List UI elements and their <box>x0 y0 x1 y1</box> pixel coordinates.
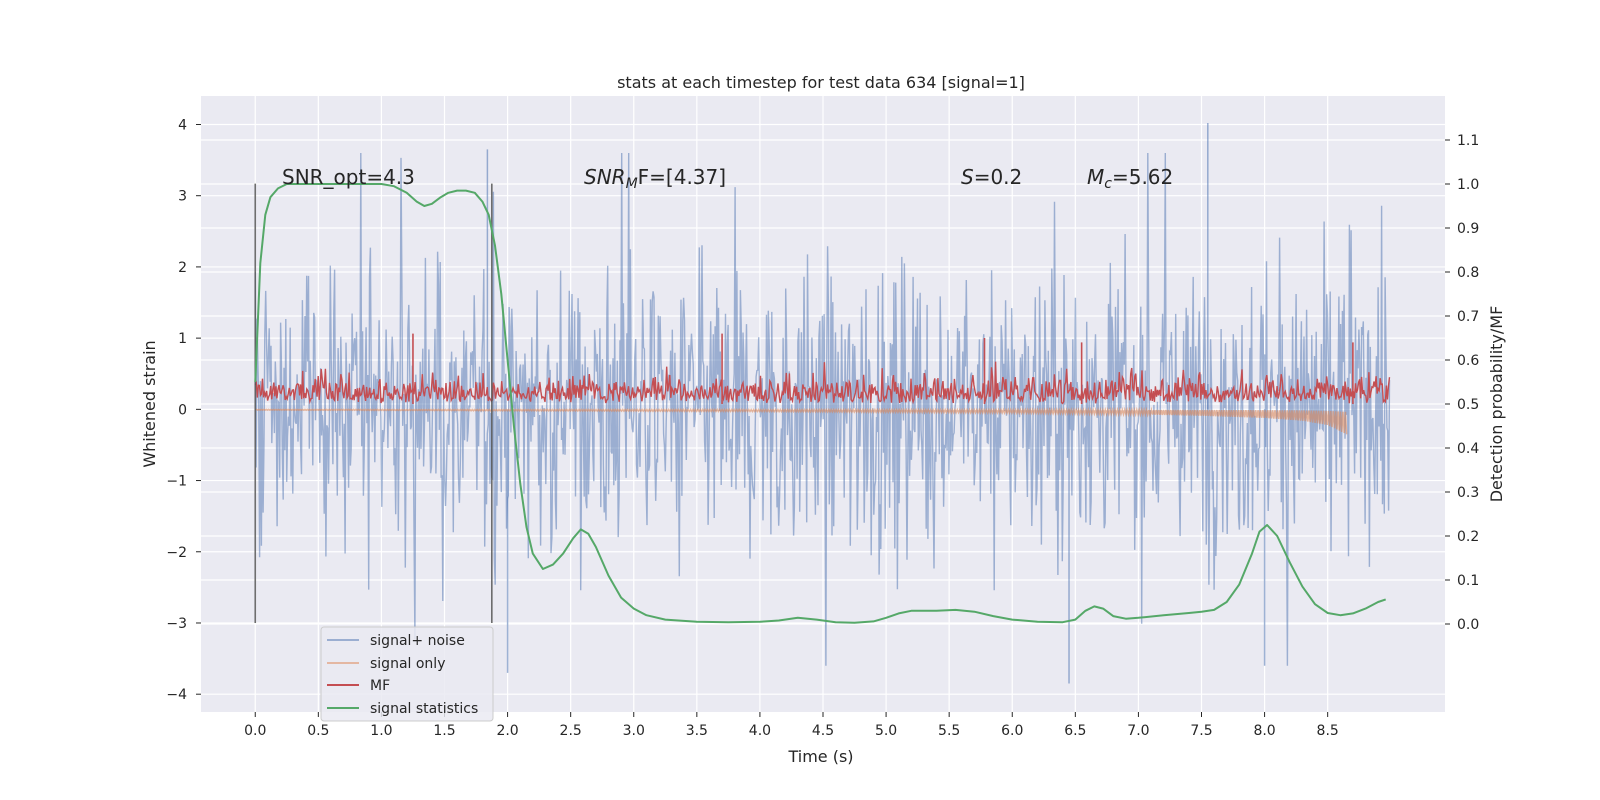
y-tick-label-5: −1 <box>166 474 187 490</box>
legend-label-signal-noise: signal+ noise <box>370 633 465 649</box>
y-right-tick-label-7: 0.4 <box>1457 441 1479 457</box>
y-right-tick-label-9: 0.2 <box>1457 529 1479 545</box>
annotation-s: S=0.2 <box>961 165 1022 189</box>
annotation-snr-mf-subscript: M <box>626 176 638 192</box>
annotation-snr-mf: SNRMF=[4.37] <box>584 165 726 192</box>
y-right-tick-label-5: 0.6 <box>1457 353 1479 369</box>
y-right-tick-label-3: 0.8 <box>1457 265 1479 281</box>
x-tick-label-12: 6.0 <box>1001 723 1023 739</box>
x-tick-label-17: 8.5 <box>1317 723 1339 739</box>
signal-statistics-line <box>254 183 1387 624</box>
x-axis-label: Time (s) <box>787 747 853 766</box>
x-tick-label-3: 1.5 <box>433 723 455 739</box>
annotation-mc-subscript: c <box>1104 176 1112 192</box>
x-tick-label-7: 3.5 <box>686 723 708 739</box>
annotation-snr-mf-value: F=[4.37] <box>638 165 726 189</box>
y-tick-label-3: 1 <box>178 331 187 347</box>
annotation-s-symbol: S <box>961 165 974 189</box>
y-right-tick-label-6: 0.5 <box>1457 397 1479 413</box>
x-tick-label-6: 3.0 <box>623 723 645 739</box>
y-right-tick-label-1: 1.0 <box>1457 177 1479 193</box>
x-ticks: 0.0 0.5 1.0 1.5 2.0 2.5 3.0 3.5 4.0 4.5 5.0 5.5 6.0 6… <box>244 712 1339 739</box>
series-mf <box>254 333 1391 405</box>
annotation-mc-symbol: M <box>1087 165 1104 189</box>
x-tick-label-5: 2.5 <box>560 723 582 739</box>
y-right-tick-label-8: 0.3 <box>1457 485 1479 501</box>
y-tick-label-2: 2 <box>178 260 187 276</box>
y-tick-label-4: 0 <box>178 402 187 418</box>
x-tick-label-14: 7.0 <box>1127 723 1149 739</box>
annotation-mc-value: =5.62 <box>1112 165 1173 189</box>
series-signal-statistics <box>254 183 1387 624</box>
vertical-markers <box>254 183 493 623</box>
x-tick-label-2: 1.0 <box>370 723 392 739</box>
x-tick-label-4: 2.0 <box>496 723 518 739</box>
x-tick-label-9: 4.5 <box>812 723 834 739</box>
y-ticks-left: 4 3 2 1 0 −1 −2 −3 −4 <box>166 117 201 703</box>
y-tick-label-1: 3 <box>178 189 187 205</box>
x-tick-label-8: 4.0 <box>749 723 771 739</box>
legend-label-signal-statistics: signal statistics <box>370 701 478 717</box>
x-tick-label-16: 8.0 <box>1253 723 1275 739</box>
annotation-s-value: =0.2 <box>974 165 1023 189</box>
y-tick-label-8: −4 <box>166 687 187 703</box>
series-signal-only <box>254 406 1348 435</box>
y-ticks-right: 1.1 1.0 0.9 0.8 0.7 0.6 0.5 0.4 0.3 0.2 0.1 0.0 <box>1445 133 1479 633</box>
x-tick-label-13: 6.5 <box>1064 723 1086 739</box>
legend-label-signal-only: signal only <box>370 656 445 672</box>
y-right-tick-label-2: 0.9 <box>1457 221 1479 237</box>
annotation-snr-mf-symbol: SNR <box>584 165 626 189</box>
y-right-tick-label-0: 1.1 <box>1457 133 1479 149</box>
signal-only-line <box>254 406 1348 435</box>
annotation-mc: Mc=5.62 <box>1087 165 1173 192</box>
annotation-snr-opt: SNR_opt=4.3 <box>282 165 415 189</box>
legend-box <box>320 626 494 722</box>
y-tick-label-7: −3 <box>166 616 187 632</box>
chart-title: stats at each timestep for test data 634… <box>617 73 1025 92</box>
y-right-tick-label-4: 0.7 <box>1457 309 1479 325</box>
x-tick-label-10: 5.0 <box>875 723 897 739</box>
y-right-tick-label-10: 0.1 <box>1457 573 1479 589</box>
x-tick-label-15: 7.5 <box>1190 723 1212 739</box>
legend: signal+ noise signal only MF signal stat… <box>320 626 494 722</box>
x-tick-label-0: 0.0 <box>244 723 266 739</box>
y-tick-label-0: 4 <box>178 117 187 133</box>
legend-label-mf: MF <box>370 678 390 694</box>
x-tick-label-1: 0.5 <box>307 723 329 739</box>
y-axis-label-right: Detection probability/MF <box>1487 306 1506 503</box>
y-right-tick-label-11: 0.0 <box>1457 617 1479 633</box>
mf-line <box>254 361 1391 405</box>
y-tick-label-6: −2 <box>166 545 187 561</box>
y-axis-label: Whitened strain <box>140 340 159 467</box>
x-tick-label-11: 5.5 <box>938 723 960 739</box>
